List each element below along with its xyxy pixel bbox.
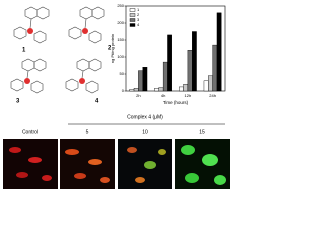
- y-tick-label: 150: [117, 37, 124, 42]
- x-tick-label: 12h: [185, 93, 192, 98]
- panel-label: 5: [86, 129, 89, 135]
- bar: [203, 80, 209, 92]
- legend-label: 4: [137, 22, 140, 27]
- panel-label: 10: [142, 129, 148, 135]
- structure-label: 2: [108, 46, 112, 52]
- x-axis-label: Time (hours): [163, 100, 189, 105]
- y-tick-label: 50: [120, 71, 125, 76]
- figure: 1 2 3 4 0 50 100 150 200 250 ng Pt/mg protein T…: [3, 3, 230, 189]
- bar: [138, 70, 143, 92]
- group-label: Complex 4 (μM): [127, 114, 163, 120]
- x-tick-label: 24h: [209, 93, 216, 98]
- micrographs: [3, 139, 230, 189]
- y-tick-label: 250: [117, 3, 124, 8]
- plot-frame: [125, 5, 226, 92]
- bar: [162, 61, 168, 92]
- bar: [167, 34, 172, 92]
- bar: [187, 50, 193, 92]
- y-axis-label: ng Pt/mg protein: [110, 34, 115, 63]
- structure-label: 3: [16, 99, 20, 105]
- bar: [179, 86, 184, 92]
- legend-label: 3: [137, 17, 140, 22]
- legend-swatch: [129, 13, 136, 17]
- bar: [158, 87, 164, 92]
- panel-label: Control: [22, 129, 38, 135]
- bar: [208, 75, 213, 92]
- bar: [142, 66, 148, 92]
- legend-swatch: [129, 8, 136, 12]
- y-tick-label: 100: [117, 54, 124, 59]
- legend-swatch: [129, 23, 136, 27]
- bar: [129, 89, 135, 92]
- structures: [10, 6, 105, 94]
- bar: [212, 44, 218, 92]
- bar: [154, 88, 159, 92]
- structure-label: 4: [95, 99, 99, 105]
- bar: [183, 83, 189, 92]
- bar: [192, 31, 197, 92]
- bar: [133, 88, 139, 92]
- x-tick-label: 2h: [136, 93, 140, 98]
- x-tick-label: 4h: [161, 93, 165, 98]
- legend-swatch: [129, 18, 136, 22]
- legend-label: 1: [137, 7, 140, 12]
- bar-chart: 0 50 100 150 200 250 ng Pt/mg protein Time (hou…: [110, 3, 226, 105]
- structure-label: 1: [22, 48, 26, 54]
- y-tick-label: 200: [117, 20, 124, 25]
- legend-label: 2: [137, 12, 140, 17]
- y-tick-label: 0: [122, 88, 125, 93]
- panel-label: 15: [199, 129, 205, 135]
- bar: [216, 12, 222, 92]
